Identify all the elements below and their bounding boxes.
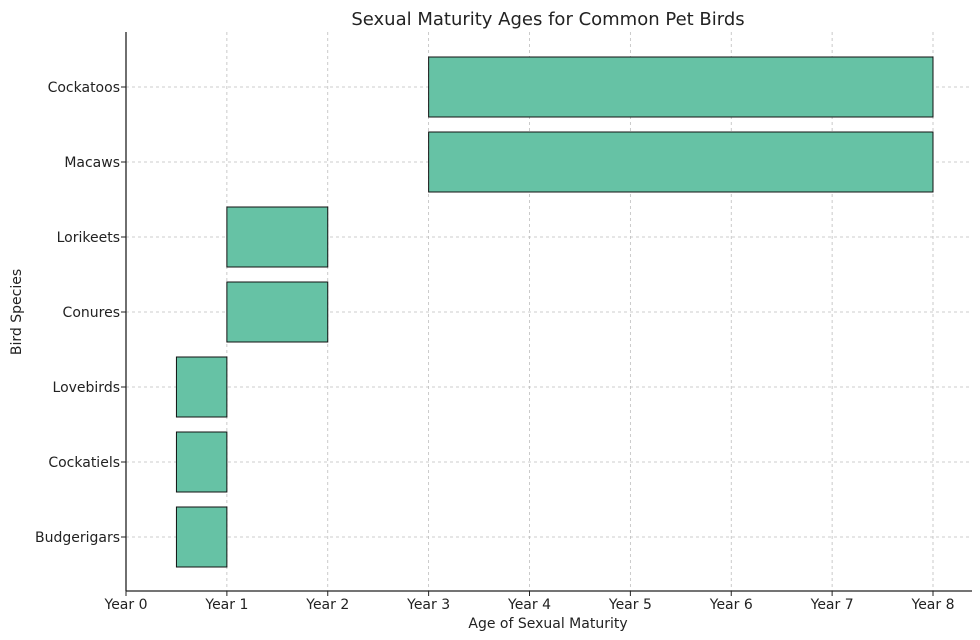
x-ticks: Year 0 Year 1 Year 2 Year 3 Year 4 Year 5 Year… xyxy=(104,591,955,613)
x-tick-label: Year 6 xyxy=(709,597,753,613)
x-axis-label: Age of Sexual Maturity xyxy=(468,616,627,632)
bar-cockatiels xyxy=(175,431,228,493)
y-tick-label: Lorikeets xyxy=(57,230,120,246)
y-tick-label: Macaws xyxy=(64,155,120,171)
x-tick-label: Year 2 xyxy=(305,597,349,613)
y-tick-label: Conures xyxy=(63,305,120,321)
bar-budgerigars xyxy=(175,506,228,568)
x-tick-label: Year 8 xyxy=(911,597,955,613)
bar-conures xyxy=(226,281,329,343)
y-tick-label: Budgerigars xyxy=(35,530,120,546)
x-tick-label: Year 5 xyxy=(608,597,652,613)
bar-macaws xyxy=(428,131,934,193)
chart-title: Sexual Maturity Ages for Common Pet Bird… xyxy=(351,9,744,30)
x-tick-label: Year 0 xyxy=(104,597,148,613)
x-tick-label: Year 4 xyxy=(507,597,551,613)
x-tick-label: Year 3 xyxy=(406,597,450,613)
y-ticks: Budgerigars Cockatiels Lovebirds Conures Lor… xyxy=(35,80,126,546)
bar-lovebirds xyxy=(175,356,228,418)
x-tick-label: Year 1 xyxy=(204,597,248,613)
bar-lorikeets xyxy=(226,206,329,268)
y-tick-label: Cockatiels xyxy=(48,455,120,471)
bar-cockatoos xyxy=(428,56,934,118)
y-tick-label: Lovebirds xyxy=(53,380,120,396)
bars xyxy=(175,56,934,568)
y-tick-label: Cockatoos xyxy=(48,80,120,96)
x-tick-label: Year 7 xyxy=(810,597,854,613)
y-axis-label: Bird Species xyxy=(9,269,25,355)
